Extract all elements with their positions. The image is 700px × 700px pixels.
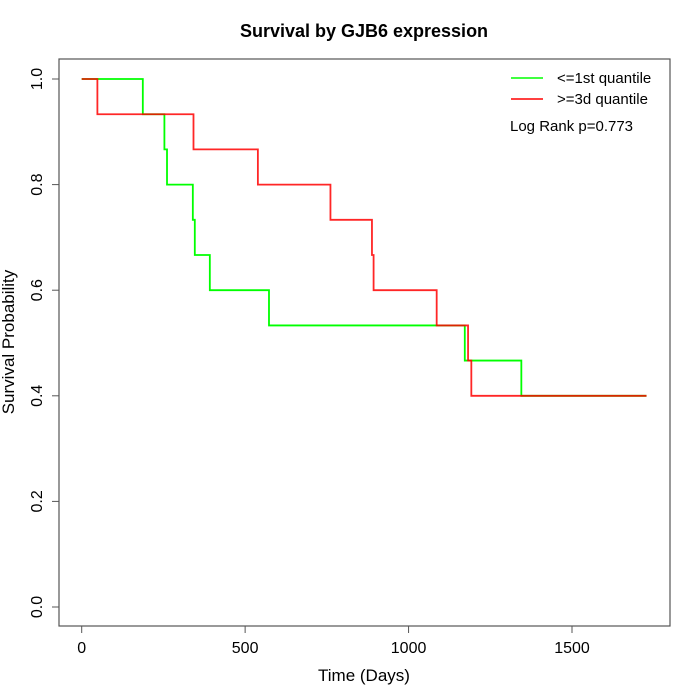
- plot-frame: [58, 58, 671, 627]
- y-tick-label: 0.4: [29, 385, 46, 407]
- legend: <=1st quantile >=3d quantile: [511, 70, 651, 108]
- log-rank-annotation: Log Rank p=0.773: [510, 118, 633, 135]
- x-tick-label: 0: [77, 640, 86, 657]
- chart-title: Survival by GJB6 expression: [240, 21, 488, 41]
- x-tick-label: 500: [232, 640, 259, 657]
- y-tick-label: 0.2: [29, 490, 46, 512]
- survival-curve-series-1: [81, 78, 647, 397]
- legend-label-series-1: >=3d quantile: [557, 91, 648, 108]
- x-axis-label: Time (Days): [318, 666, 410, 685]
- y-axis-label: Survival Probability: [0, 269, 18, 414]
- series-layer: [81, 78, 647, 397]
- y-tick-label: 0.8: [29, 173, 46, 195]
- legend-label-series-0: <=1st quantile: [557, 70, 651, 87]
- x-axis: 0 500 1000 1500: [77, 626, 590, 657]
- x-tick-label: 1000: [391, 640, 427, 657]
- y-tick-label: 0.0: [29, 596, 46, 618]
- y-axis: 0.0 0.2 0.4 0.6 0.8 1.0: [29, 68, 59, 618]
- y-tick-label: 0.6: [29, 279, 46, 301]
- x-tick-label: 1500: [554, 640, 590, 657]
- survival-curve-series-0: [81, 78, 647, 397]
- y-tick-label: 1.0: [29, 68, 46, 90]
